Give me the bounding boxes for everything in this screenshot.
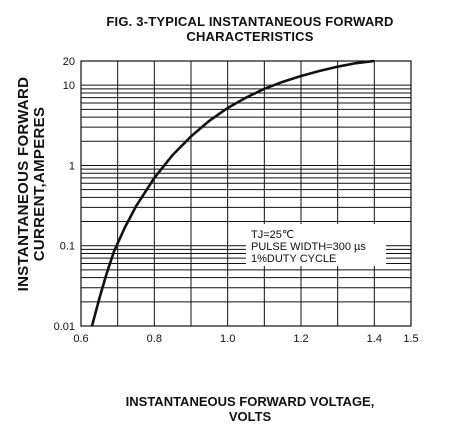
x-axis-label: INSTANTANEOUS FORWARD VOLTAGE, VOLTS: [70, 394, 430, 424]
y-tick-label: 0.01: [54, 321, 75, 333]
y-tick-label: 1: [69, 160, 75, 172]
x-tick-label: 1.4: [367, 333, 382, 345]
x-tick-label: 0.6: [73, 333, 88, 345]
y-tick-label: 10: [63, 80, 75, 92]
chart-title-line-2: CHARACTERISTICS: [186, 29, 314, 44]
x-tick-label: 1.2: [293, 333, 308, 345]
x-axis-label-line-2: VOLTS: [228, 409, 272, 424]
annotation-box: [246, 224, 386, 266]
series-line: [90, 59, 375, 327]
y-tick-label: 20: [63, 56, 75, 68]
annotation-line-2: PULSE WIDTH=300 µs: [251, 241, 366, 253]
annotation-line-3: 1%DUTY CYCLE: [251, 253, 336, 265]
annotation: TJ=25℃ PULSE WIDTH=300 µs 1%DUTY CYCLE: [251, 229, 366, 265]
y-tick-label: 0.1: [60, 241, 75, 253]
annotation-line-1: TJ=25℃: [251, 229, 294, 241]
chart-title-line-1: FIG. 3-TYPICAL INSTANTANEOUS FORWARD: [106, 14, 394, 29]
x-tick-label: 0.8: [147, 333, 162, 345]
tick-labels: 0.6 0.8 1.0 1.2 1.4 1.5 0.01 0.1 1 10 20: [54, 56, 419, 345]
plot-frame: [80, 60, 412, 327]
x-axis-label-line-1: INSTANTANEOUS FORWARD VOLTAGE,: [125, 394, 375, 409]
x-tick-label: 1.0: [220, 333, 235, 345]
x-tick-label: 1.5: [403, 333, 418, 345]
chart-title: FIG. 3-TYPICAL INSTANTANEOUS FORWARD CHA…: [75, 14, 425, 44]
grid: [80, 60, 412, 327]
